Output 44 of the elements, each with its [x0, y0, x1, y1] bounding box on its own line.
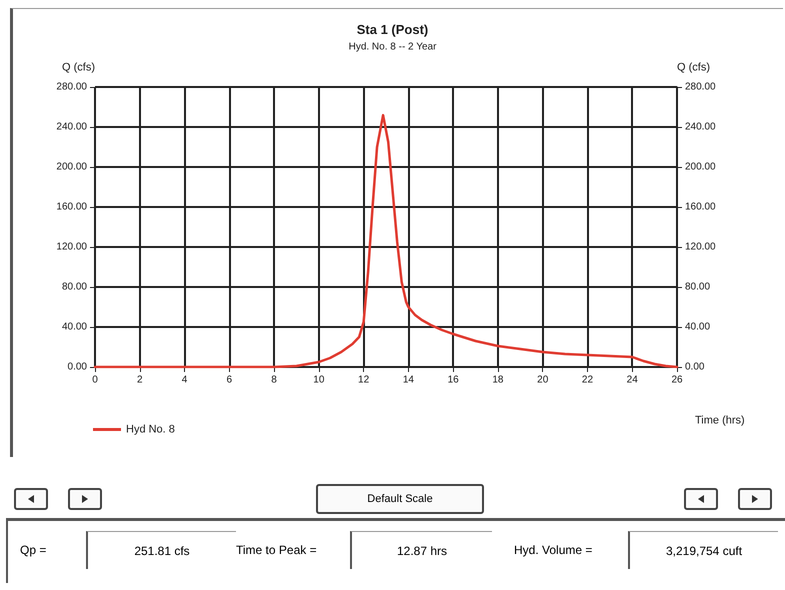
- text: Hyd. Volume =: [514, 543, 592, 557]
- x-tick-label: 0: [92, 374, 98, 386]
- y2-tick-label: 240.00: [685, 122, 716, 132]
- text: Qp =: [20, 543, 46, 557]
- x-tick-label: 6: [226, 374, 233, 386]
- x-tick-label: 18: [492, 374, 504, 386]
- y-tick-label: 80.00: [62, 282, 88, 292]
- scale-button: Default Scale: [316, 484, 484, 514]
- x-tick-label: 2: [136, 374, 143, 386]
- y-tick-label: 0.00: [68, 362, 88, 372]
- x-tick-label: 10: [313, 374, 325, 386]
- y2-tick-label: 40.00: [685, 322, 710, 332]
- y-tick-label: 160.00: [56, 202, 88, 212]
- y2-tick-label: 160.00: [685, 202, 716, 212]
- x-tick-label: 8: [271, 374, 278, 386]
- x-tick-label: 12: [358, 374, 370, 386]
- y-axis-title: Q (cfs): [62, 62, 95, 74]
- y-tick-label: 40.00: [62, 322, 88, 332]
- y-tick-label: 120.00: [56, 242, 88, 252]
- y-tick-label: 200.00: [56, 162, 88, 172]
- y2-axis-title: Q (cfs): [677, 62, 710, 74]
- x-tick-label: 14: [402, 374, 414, 386]
- x-tick-label: 24: [626, 374, 638, 386]
- chart-subtitle: Hyd. No. 8 -- 2 Year: [348, 42, 438, 52]
- x-tick-label: 16: [448, 374, 460, 386]
- chart-title: Sta 1 (Post): [356, 22, 428, 37]
- y2-tick-label: 120.00: [685, 242, 716, 252]
- x-tick-label: 26: [671, 374, 683, 386]
- y2-tick-label: 0.00: [685, 362, 705, 372]
- y2-tick-label: 280.00: [685, 82, 716, 92]
- text-field: 3,219,754 cuft: [628, 531, 778, 569]
- x-tick-label: 20: [537, 374, 549, 386]
- y-tick-label: 280.00: [56, 82, 88, 92]
- legend-label: Hyd No. 8: [126, 424, 175, 436]
- x-tick-label: 4: [182, 374, 188, 386]
- line-series: [94, 114, 678, 368]
- x-tick-label: 22: [582, 374, 594, 386]
- text: Time to Peak =: [236, 543, 317, 557]
- y2-tick-label: 80.00: [685, 282, 710, 292]
- y2-tick-label: 200.00: [685, 162, 716, 172]
- text-field: 12.87 hrs: [350, 531, 492, 569]
- x-axis-title: Time (hrs): [695, 414, 745, 426]
- text-field: 251.81 cfs: [86, 531, 236, 569]
- y-tick-label: 240.00: [56, 122, 88, 132]
